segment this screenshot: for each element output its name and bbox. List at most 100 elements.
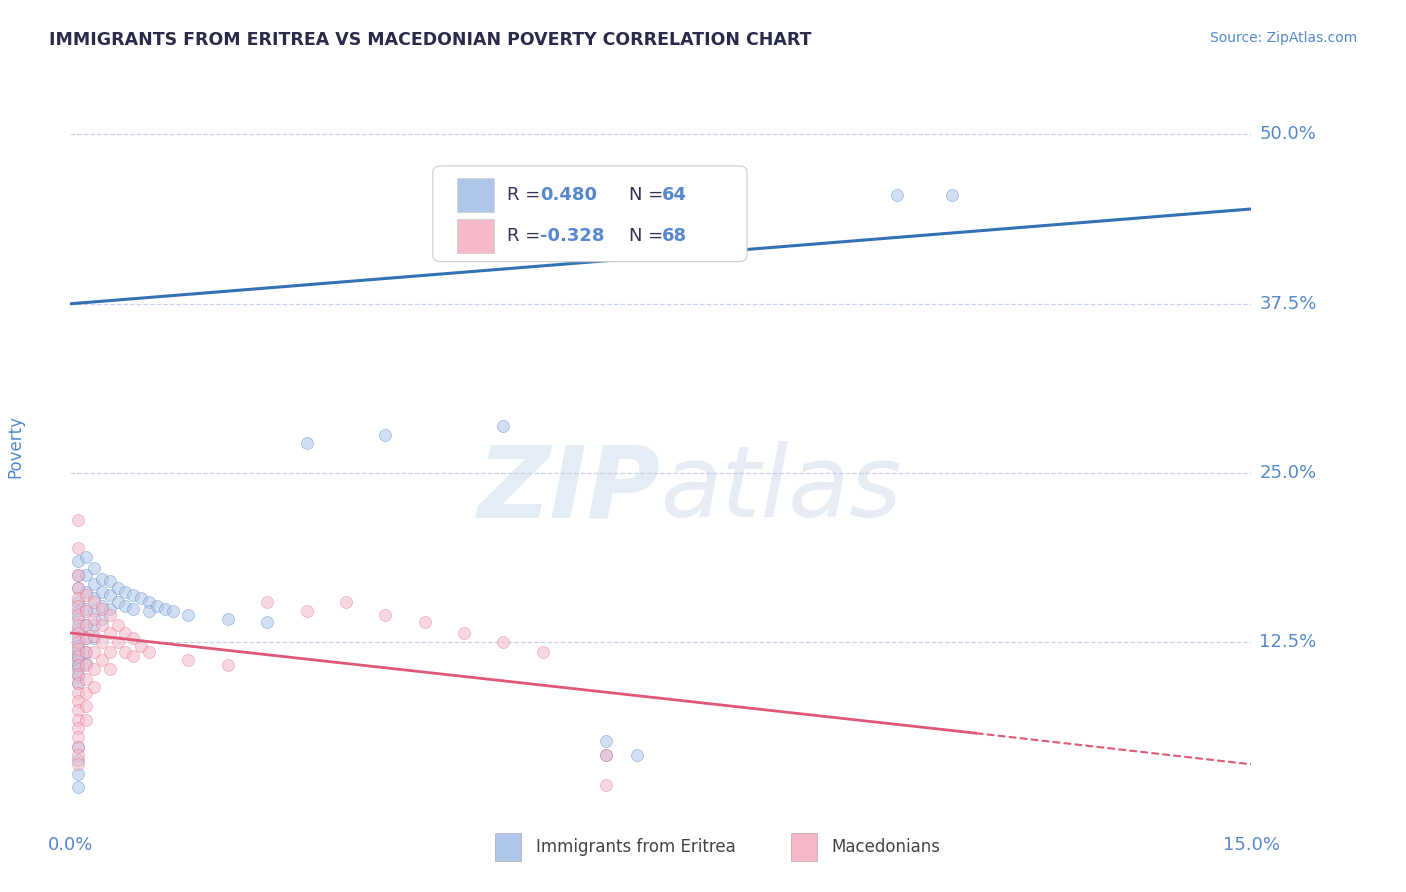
Text: Poverty: Poverty [6, 415, 24, 477]
Point [67, 676, 90, 690]
Point [83, 617, 105, 632]
Point [531, 645, 554, 659]
Point [122, 588, 145, 602]
Point [75, 567, 97, 582]
Point [129, 591, 152, 605]
Point [75, 699, 97, 714]
Point [67, 669, 90, 683]
Point [75, 632, 97, 646]
Text: N =: N = [628, 186, 669, 204]
Point [114, 599, 136, 613]
Text: Macedonians: Macedonians [831, 838, 939, 855]
Text: Source: ZipAtlas.com: Source: ZipAtlas.com [1209, 31, 1357, 45]
Text: Immigrants from Eritrea: Immigrants from Eritrea [536, 838, 735, 855]
Point [374, 428, 396, 442]
Point [75, 585, 97, 599]
Text: 0.480: 0.480 [540, 186, 598, 204]
Point [295, 436, 318, 450]
Text: N =: N = [628, 227, 669, 245]
Point [67, 567, 90, 582]
Point [98, 626, 121, 640]
Point [75, 550, 97, 565]
Point [67, 567, 90, 582]
Point [67, 648, 90, 663]
Point [335, 595, 357, 609]
Point [83, 629, 105, 643]
Point [67, 599, 90, 613]
Point [67, 595, 90, 609]
Point [83, 663, 105, 677]
Point [67, 581, 90, 595]
Point [75, 658, 97, 673]
Point [67, 554, 90, 568]
Point [129, 640, 152, 654]
Point [595, 778, 617, 792]
Point [67, 608, 90, 623]
Text: 64: 64 [662, 186, 688, 204]
Point [67, 757, 90, 772]
Point [374, 608, 396, 623]
Point [90, 612, 112, 626]
Point [138, 604, 160, 618]
FancyBboxPatch shape [433, 166, 747, 261]
FancyBboxPatch shape [790, 833, 817, 861]
Point [67, 713, 90, 727]
Point [83, 604, 105, 618]
Point [122, 601, 145, 615]
Point [67, 632, 90, 646]
Point [98, 645, 121, 659]
Text: 50.0%: 50.0% [1260, 126, 1316, 144]
Point [67, 591, 90, 605]
Point [90, 599, 112, 613]
Point [114, 585, 136, 599]
Point [83, 577, 105, 591]
Point [107, 595, 129, 609]
Point [90, 617, 112, 632]
Point [941, 188, 963, 202]
Point [122, 632, 145, 646]
Point [67, 604, 90, 618]
Point [413, 615, 436, 629]
FancyBboxPatch shape [495, 833, 522, 861]
Text: 37.5%: 37.5% [1260, 294, 1316, 313]
Point [67, 676, 90, 690]
Point [67, 739, 90, 754]
Point [83, 680, 105, 694]
Point [114, 626, 136, 640]
Point [75, 601, 97, 615]
Point [67, 739, 90, 754]
Point [98, 608, 121, 623]
Point [75, 713, 97, 727]
Text: atlas: atlas [661, 442, 903, 539]
Point [626, 747, 648, 762]
Point [83, 645, 105, 659]
Point [67, 622, 90, 636]
Text: -0.328: -0.328 [540, 227, 605, 245]
Point [153, 601, 176, 615]
Point [98, 588, 121, 602]
Point [90, 635, 112, 649]
Point [67, 753, 90, 767]
Point [177, 608, 200, 623]
Text: 0.0%: 0.0% [48, 836, 93, 855]
Text: ZIP: ZIP [478, 442, 661, 539]
Point [453, 626, 475, 640]
Point [67, 626, 90, 640]
Point [67, 703, 90, 717]
Point [67, 648, 90, 663]
Point [595, 734, 617, 748]
Point [67, 617, 90, 632]
Point [177, 653, 200, 667]
Point [67, 766, 90, 780]
Point [83, 632, 105, 646]
Point [75, 672, 97, 686]
Point [67, 693, 90, 707]
Point [90, 653, 112, 667]
Point [90, 601, 112, 615]
Point [75, 632, 97, 646]
Text: 25.0%: 25.0% [1260, 464, 1316, 482]
Point [75, 588, 97, 602]
Point [67, 612, 90, 626]
Point [67, 653, 90, 667]
Point [67, 730, 90, 744]
